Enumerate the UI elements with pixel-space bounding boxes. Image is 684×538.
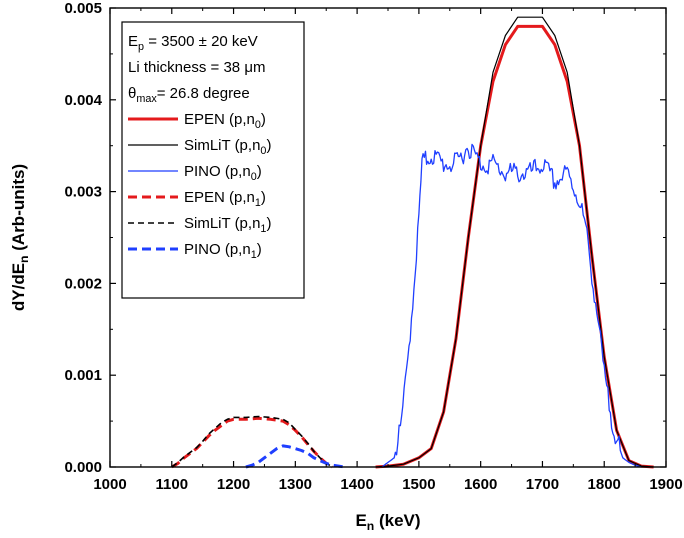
series-line-3: [171, 416, 334, 469]
series-line-4: [171, 415, 333, 468]
x-tick-label: 1200: [217, 476, 250, 493]
y-tick-label: 0.003: [64, 184, 102, 201]
legend-label-5: PINO (p,n1): [184, 241, 262, 261]
y-tick-label: 0.005: [64, 0, 102, 17]
legend-annotation-0: Ep = 3500 ± 20 keV: [128, 33, 258, 53]
x-tick-label: 1000: [93, 476, 126, 493]
x-axis-title: En (keV): [355, 511, 420, 533]
y-tick-label: 0.004: [64, 92, 102, 109]
x-tick-label: 1100: [156, 476, 189, 493]
legend-label-4: SimLiT (p,n1): [184, 215, 271, 235]
y-tick-label: 0.000: [64, 459, 102, 476]
x-tick-label: 1700: [526, 476, 559, 493]
x-tick-label: 1300: [279, 476, 312, 493]
y-axis-title: dY/dEn (Arb-units): [9, 164, 31, 311]
legend-annotation-1: Li thickness = 38 μm: [128, 59, 265, 76]
series-line-5: [245, 444, 346, 469]
legend-label-3: EPEN (p,n1): [184, 189, 266, 209]
x-tick-label: 1600: [464, 476, 497, 493]
legend-annotation-2: θmax= 26.8 degree: [128, 85, 250, 105]
y-tick-label: 0.002: [64, 275, 102, 292]
x-tick-label: 1800: [588, 476, 621, 493]
x-tick-label: 1400: [340, 476, 373, 493]
series-line-2: [381, 143, 642, 468]
legend-label-1: SimLiT (p,n0): [184, 137, 271, 157]
legend-box: [121, 21, 305, 299]
y-tick-label: 0.001: [64, 367, 102, 384]
x-tick-label: 1900: [649, 476, 682, 493]
series-line-1: [375, 16, 654, 468]
x-tick-label: 1500: [402, 476, 435, 493]
legend-label-0: EPEN (p,n0): [184, 111, 266, 131]
legend-label-2: PINO (p,n0): [184, 163, 262, 183]
